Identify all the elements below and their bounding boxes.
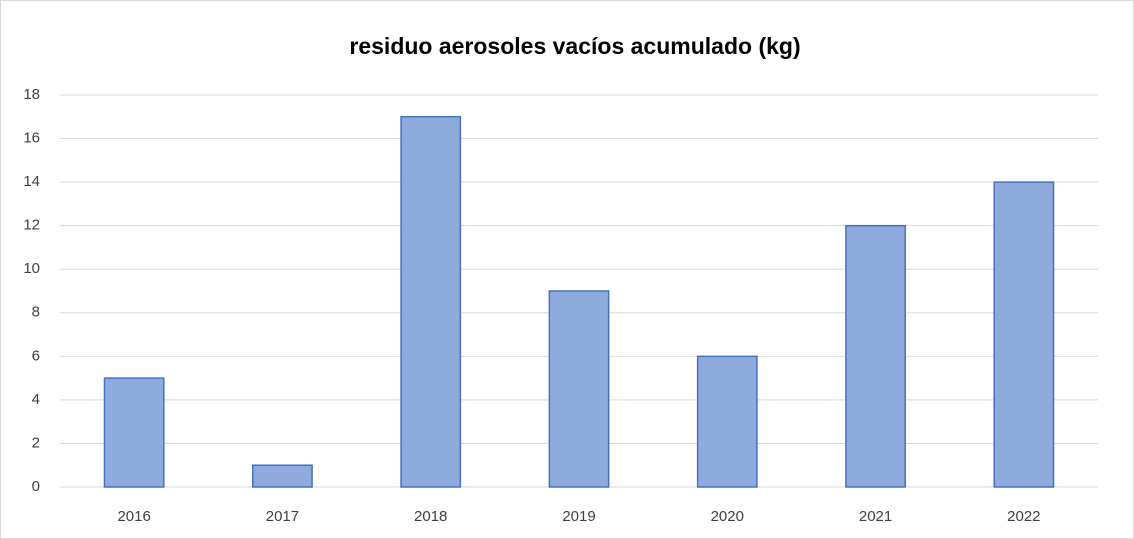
y-tick-label: 18 xyxy=(23,86,40,103)
y-tick-label: 8 xyxy=(32,304,40,321)
bar xyxy=(400,116,462,488)
bar xyxy=(993,181,1055,488)
x-tick-label: 2020 xyxy=(711,508,744,525)
x-tick-label: 2017 xyxy=(266,508,299,525)
bar xyxy=(845,224,906,488)
y-tick-label: 4 xyxy=(32,391,40,408)
y-tick-label: 10 xyxy=(23,260,40,277)
x-tick-label: 2019 xyxy=(562,508,595,525)
y-tick-label: 16 xyxy=(23,130,40,147)
x-tick-label: 2022 xyxy=(1007,508,1040,525)
chart-title: residuo aerosoles vacíos acumulado (kg) xyxy=(349,33,800,59)
bar xyxy=(696,355,758,488)
x-tick-label: 2016 xyxy=(117,508,150,525)
y-tick-label: 14 xyxy=(23,173,40,190)
y-tick-label: 12 xyxy=(23,217,40,234)
y-tick-label: 0 xyxy=(32,478,40,495)
bar xyxy=(252,464,313,488)
bar xyxy=(103,377,165,488)
y-tick-label: 6 xyxy=(32,347,40,364)
y-tick-label: 2 xyxy=(32,434,40,451)
x-tick-label: 2021 xyxy=(859,508,892,525)
bar xyxy=(548,290,610,488)
x-tick-label: 2018 xyxy=(414,508,447,525)
